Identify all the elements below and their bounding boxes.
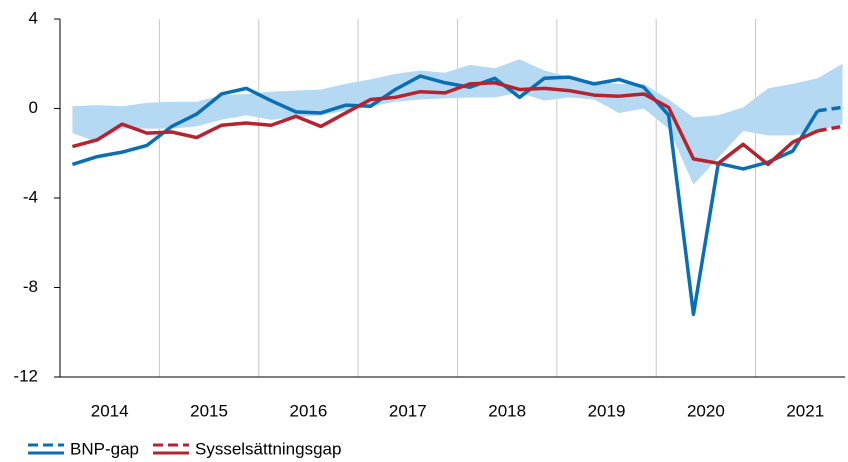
x-tick-label: 2015 bbox=[190, 401, 228, 420]
y-tick-label: -12 bbox=[13, 366, 38, 385]
line bbox=[71, 81, 819, 167]
line bbox=[71, 74, 820, 317]
legend-item: Sysselsättningsgap bbox=[152, 439, 341, 458]
x-tick-label: 2020 bbox=[687, 401, 725, 420]
legend-item: BNP-gap bbox=[28, 439, 139, 458]
y-tick-label: 0 bbox=[29, 98, 38, 117]
line bbox=[817, 105, 843, 113]
x-tick-label: 2014 bbox=[91, 401, 129, 420]
x-tick-label: 2021 bbox=[786, 401, 824, 420]
x-tick-label: 2018 bbox=[488, 401, 526, 420]
y-tick-label: -4 bbox=[23, 187, 38, 206]
line bbox=[817, 124, 843, 133]
y-tick-label: -8 bbox=[23, 277, 38, 296]
x-tick-label: 2017 bbox=[389, 401, 427, 420]
legend-label: BNP-gap bbox=[70, 439, 139, 458]
x-tick-label: 2016 bbox=[290, 401, 328, 420]
legend-label: Sysselsättningsgap bbox=[195, 439, 341, 458]
band bbox=[72, 59, 843, 185]
x-tick-label: 2019 bbox=[588, 401, 626, 420]
y-tick-label: 4 bbox=[29, 8, 38, 27]
